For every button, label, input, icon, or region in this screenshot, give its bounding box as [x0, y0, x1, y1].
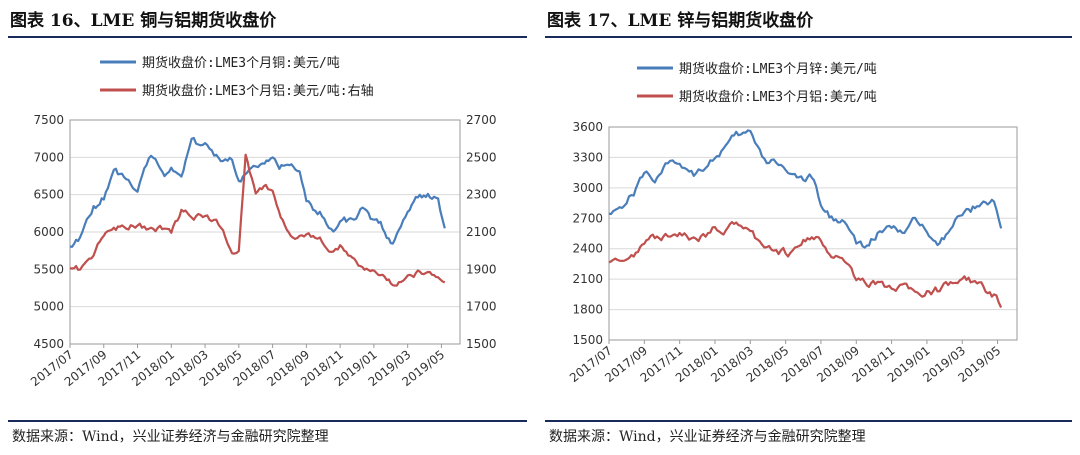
y-tick-label: 2700	[572, 211, 603, 225]
y-tick-label: 2100	[572, 272, 603, 286]
series-line	[69, 153, 446, 287]
zinc-aluminum-chart: 150018002100240027003000330036002017/072…	[567, 61, 1018, 385]
source-divider	[545, 420, 1072, 422]
y-tick-label: 6000	[33, 225, 64, 239]
source-divider	[8, 420, 527, 422]
plot-area	[608, 126, 1018, 341]
legend-label: 期货收盘价:LME3个月锌:美元/吨	[679, 61, 877, 77]
chart-panel-copper-aluminum: 图表 16、LME 铜与铝期货收盘价 4500 5000 5500 6000 6500 7…	[0, 0, 535, 455]
chart-panel-zinc-aluminum: 图表 17、LME 锌与铝期货收盘价 1500 1800 2100 2400 2700 3…	[537, 0, 1080, 455]
source-note: 数据来源：Wind，兴业证券经济与金融研究院整理	[549, 429, 866, 445]
y-tick-label: 3000	[572, 181, 603, 195]
y-tick-label: 5000	[33, 300, 64, 314]
y-right-tick-label: 2700	[466, 113, 497, 127]
chart-title: 图表 16、LME 铜与铝期货收盘价	[10, 11, 277, 31]
legend-label: 期货收盘价:LME3个月铝:美元/吨:右轴	[142, 83, 374, 99]
series-line	[608, 129, 1003, 249]
y-tick-label: 1800	[572, 303, 603, 317]
title-divider	[545, 36, 1072, 38]
y-tick-label: 5500	[33, 262, 64, 276]
series-line	[69, 136, 446, 248]
y-right-tick-label: 2500	[466, 150, 497, 164]
y-tick-label: 6500	[33, 188, 64, 202]
y-tick-label: 3600	[572, 120, 603, 134]
title-divider	[8, 36, 527, 38]
y-tick-label: 3300	[572, 150, 603, 164]
y-right-tick-label: 1900	[466, 262, 497, 276]
y-tick-label: 2400	[572, 242, 603, 256]
chart-title: 图表 17、LME 锌与铝期货收盘价	[547, 11, 814, 31]
plot-area	[69, 119, 461, 345]
y-right-tick-label: 1700	[466, 300, 497, 314]
y-tick-label: 1500	[572, 333, 603, 347]
legend-label: 期货收盘价:LME3个月铜:美元/吨	[142, 55, 340, 71]
y-tick-label: 7000	[33, 150, 64, 164]
copper-aluminum-chart: 4500 5000 5500 6000 6500 7000 7500 1500 1700 1900…	[28, 55, 497, 389]
y-right-tick-label: 2300	[466, 188, 497, 202]
y-tick-label: 7500	[33, 113, 64, 127]
y-tick-label: 4500	[33, 337, 64, 351]
legend-label: 期货收盘价:LME3个月铝:美元/吨	[679, 89, 877, 105]
y-right-tick-label: 2100	[466, 225, 497, 239]
y-right-tick-label: 1500	[466, 337, 497, 351]
source-note: 数据来源：Wind，兴业证券经济与金融研究院整理	[12, 429, 329, 445]
series-line	[608, 221, 1003, 308]
